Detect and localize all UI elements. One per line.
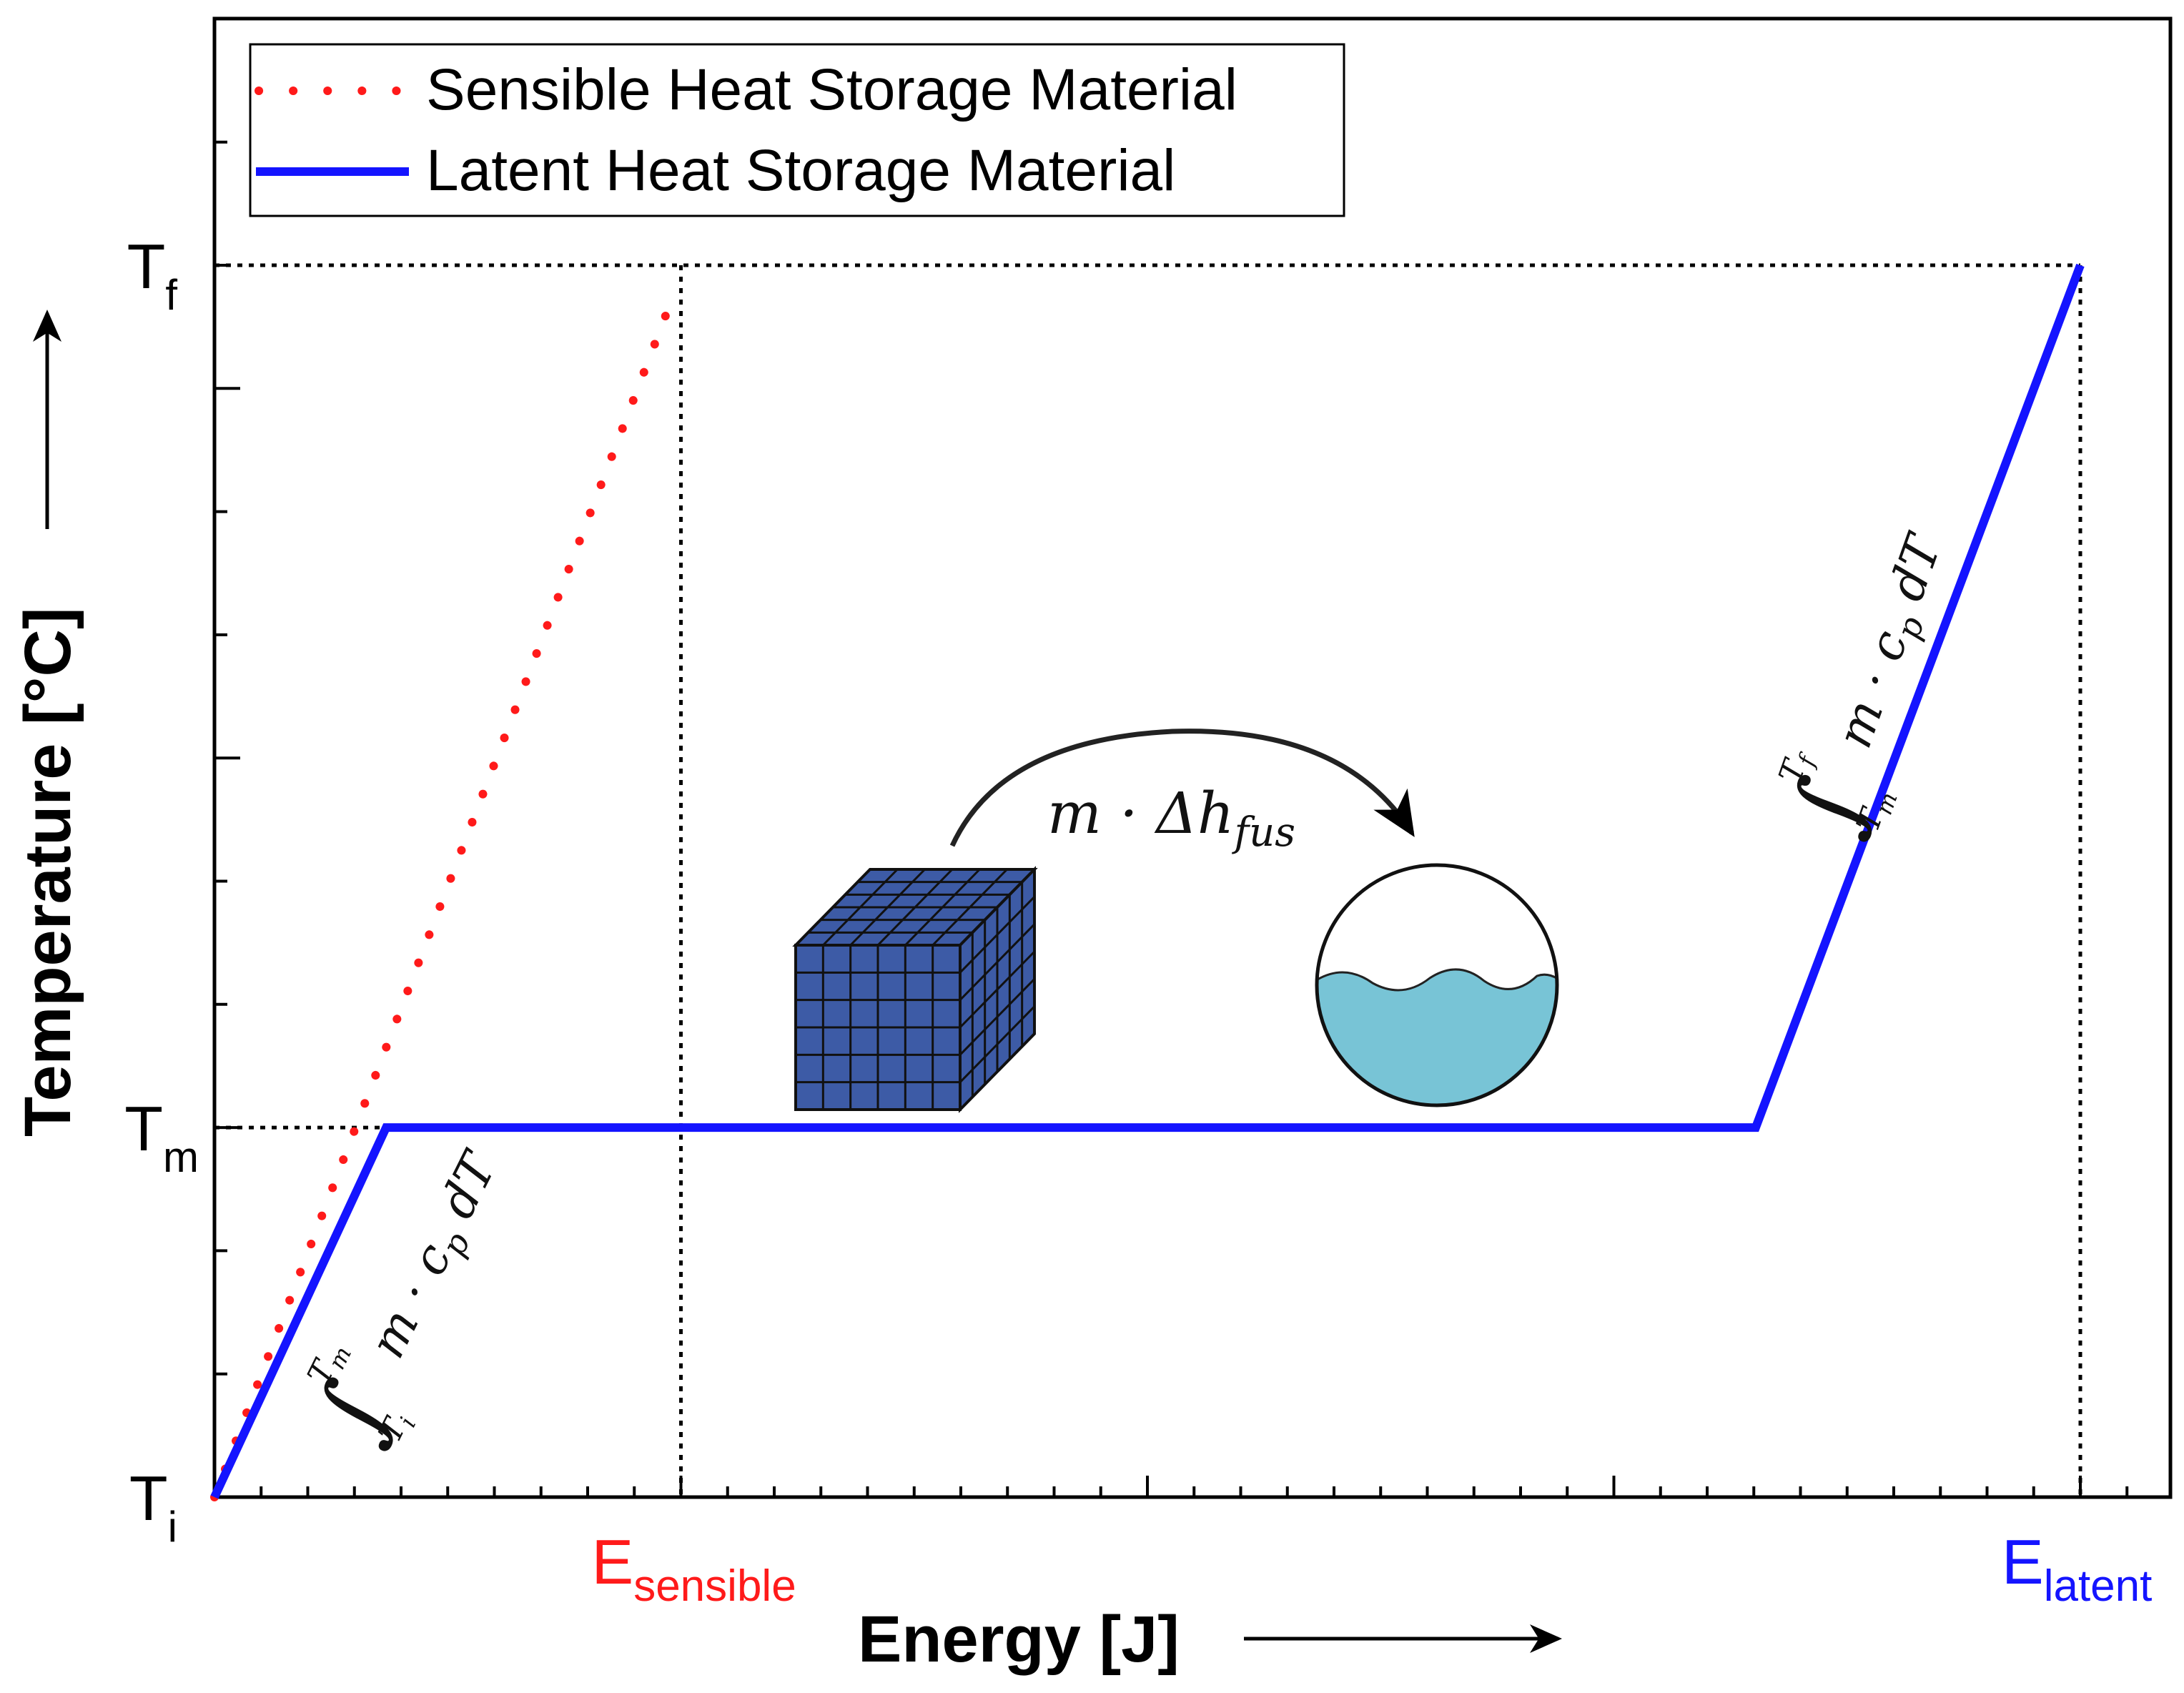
- series-line-sensible: [210, 310, 671, 1501]
- series-line-latent: [210, 263, 2085, 1499]
- y-marker-tf: Tf: [127, 231, 178, 319]
- cube-grid-line: [959, 1005, 1036, 1083]
- liquid-illustration: [1315, 863, 1559, 1107]
- legend-label-latent: Latent Heat Storage Material: [426, 138, 1175, 203]
- solid-block-illustration: [792, 866, 1038, 1113]
- svg-text:m · Δhfus: m · Δhfus: [1047, 780, 1295, 856]
- y-axis-title: Temperature [°C]: [11, 607, 84, 1137]
- legend-box: [249, 43, 1345, 217]
- legend-label-sensible: Sensible Heat Storage Material: [426, 57, 1237, 122]
- x-axis-title: Energy [J]: [858, 1603, 1180, 1676]
- liquid-fill: [1317, 968, 1557, 1105]
- eq-latent: ∫ Tf Tm m · cp dT: [1770, 526, 1954, 848]
- eq-latent-tail: dT: [1873, 526, 1954, 623]
- y-marker-tf-sub: f: [165, 271, 177, 319]
- svg-text:Tf: Tf: [127, 231, 178, 319]
- y-marker-tf-main: T: [127, 231, 166, 302]
- legend: Sensible Heat Storage Material Latent He…: [249, 43, 1345, 217]
- series-layer: [210, 263, 2085, 1501]
- y-marker-tm-sub: m: [163, 1133, 199, 1181]
- y-marker-tm: Tm: [124, 1093, 199, 1181]
- svg-text:Ti: Ti: [129, 1463, 177, 1551]
- y-marker-ti-main: T: [129, 1463, 168, 1534]
- eq-fusion-main: m · Δh: [1047, 780, 1234, 846]
- reference-lines: [214, 263, 2082, 1497]
- eq-fusion: m · Δhfus: [1047, 780, 1295, 856]
- x-marker-esensible: Esensible: [592, 1526, 796, 1611]
- plot-frame: [212, 16, 2173, 1499]
- axis-ticks: [214, 140, 2129, 1497]
- y-marker-ti: Ti: [129, 1463, 177, 1551]
- eq-sensible-tail: dT: [422, 1142, 509, 1240]
- x-marker-elatent: Elatent: [2002, 1526, 2152, 1611]
- svg-text:m · cp dT: m · cp dT: [359, 1142, 514, 1369]
- phase-change-arrow: [949, 729, 1415, 847]
- svg-text:Esensible: Esensible: [592, 1526, 796, 1611]
- eq-sensible-body: m · c: [359, 1235, 463, 1367]
- x-marker-elatent-sub: latent: [2044, 1561, 2153, 1611]
- eq-fusion-sub: fus: [1231, 809, 1295, 856]
- liquid-circle-outline: [1315, 863, 1559, 1107]
- eq-sensible: ∫ Tm Ti m · cp dT: [295, 1142, 514, 1458]
- svg-text:Elatent: Elatent: [2002, 1526, 2152, 1611]
- x-marker-elatent-main: E: [2002, 1526, 2044, 1597]
- svg-text:Tm: Tm: [124, 1093, 199, 1181]
- x-marker-esensible-main: E: [592, 1526, 634, 1597]
- y-marker-tm-main: T: [124, 1093, 163, 1164]
- y-marker-ti-sub: i: [168, 1503, 177, 1551]
- x-marker-esensible-sub: sensible: [633, 1561, 796, 1611]
- cube-grid: [796, 868, 1036, 1110]
